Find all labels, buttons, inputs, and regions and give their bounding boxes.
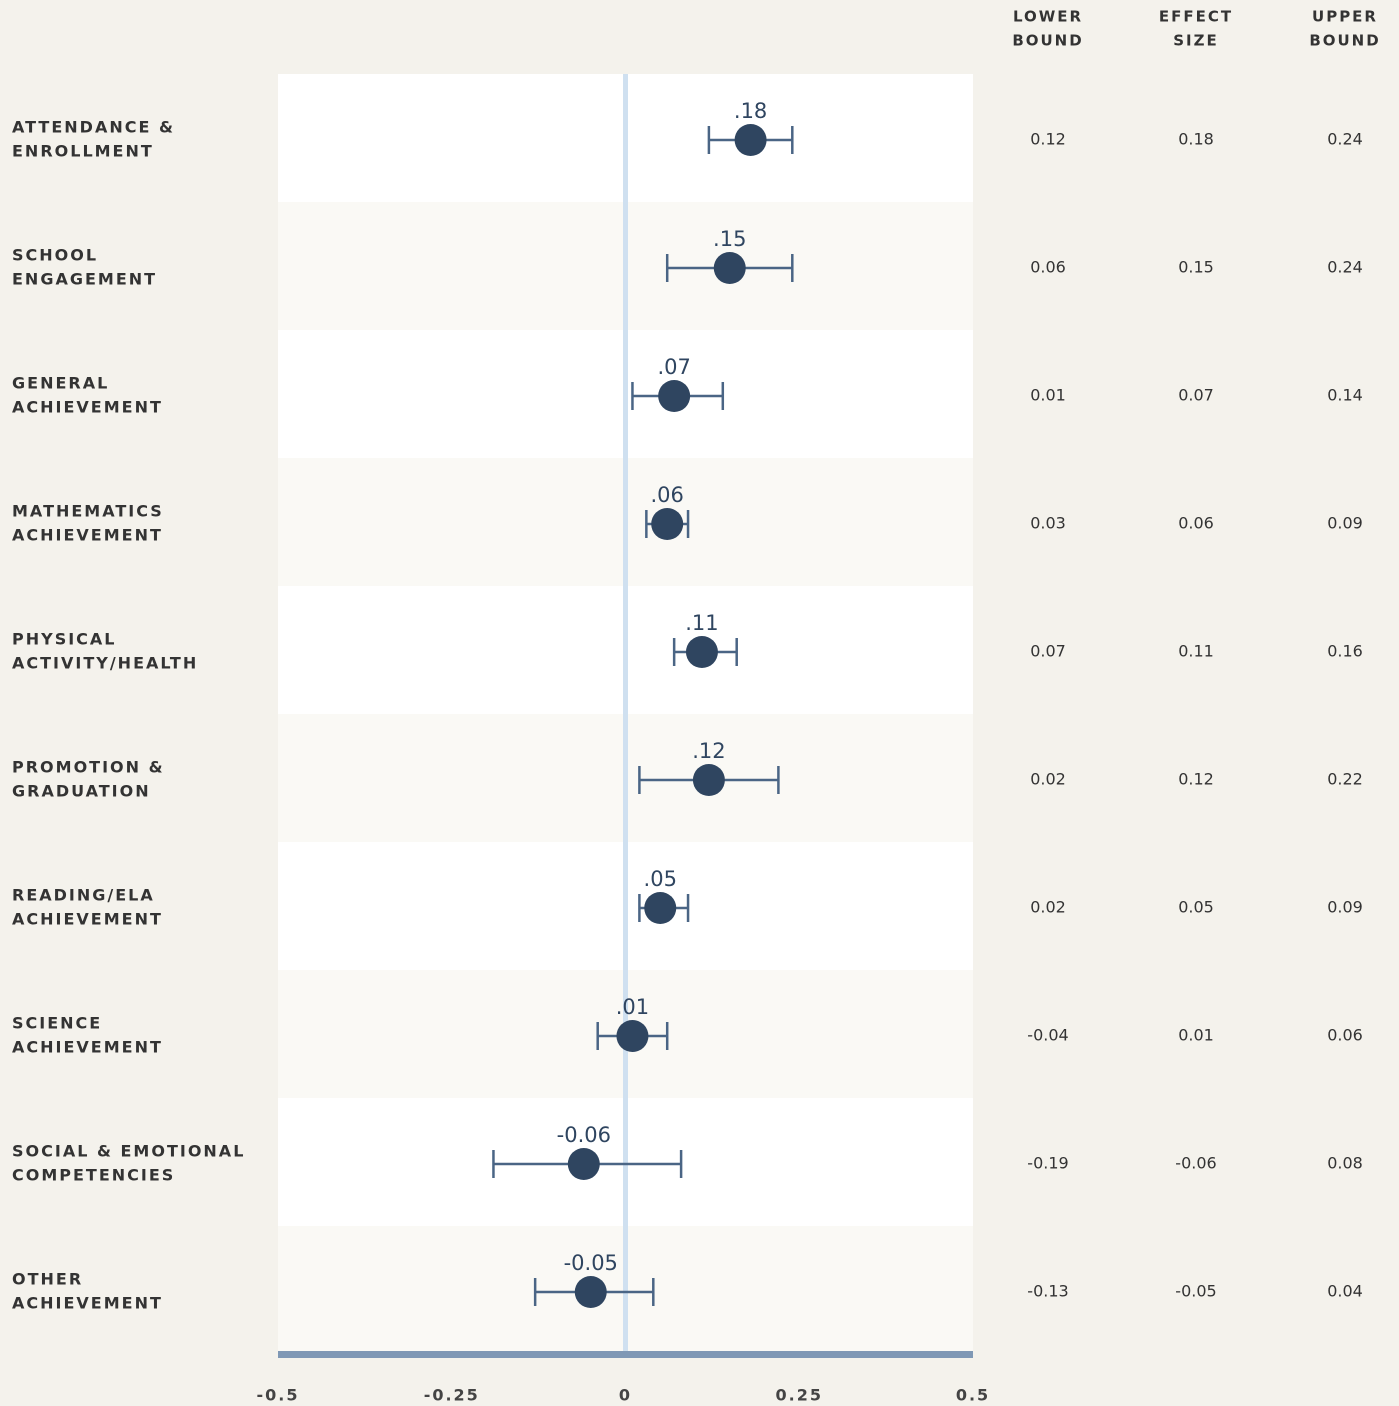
table-cell: 0.12 [1178,770,1214,789]
x-tick-label: -0.5 [257,1386,300,1405]
table-cell: -0.19 [1027,1154,1068,1173]
column-header: UPPER [1312,8,1378,26]
effect-point [713,252,746,284]
category-label: READING/ELA [12,886,155,905]
value-label: .12 [692,739,725,763]
table-cell: 0.07 [1030,642,1066,661]
effect-point [651,508,684,540]
table-cell: 0.01 [1030,386,1066,405]
category-label: SCHOOL [12,246,98,265]
value-label: -0.06 [557,1123,611,1147]
table-cell: 0.24 [1327,258,1363,277]
category-label: ATTENDANCE & [12,118,175,137]
table-cell: -0.13 [1027,1282,1068,1301]
category-label: MATHEMATICS [12,502,164,521]
x-tick-label: 0.5 [956,1386,990,1405]
category-label: PHYSICAL [12,630,117,649]
table-cell: 0.05 [1178,898,1214,917]
table-cell: 0.07 [1178,386,1214,405]
value-label: .15 [713,227,746,251]
category-label: ACHIEVEMENT [12,398,163,417]
column-header: EFFECT [1159,8,1233,26]
value-label: .06 [650,483,683,507]
category-label: ACHIEVEMENT [12,1038,163,1057]
table-cell: 0.03 [1030,514,1066,533]
category-label: ACHIEVEMENT [12,1294,163,1313]
effect-point [692,764,725,796]
table-cell: 0.06 [1178,514,1214,533]
table-cell: 0.22 [1327,770,1363,789]
category-label: ACHIEVEMENT [12,526,163,545]
value-label: .11 [685,611,718,635]
table-cell: 0.15 [1178,258,1214,277]
category-label: ACTIVITY/HEALTH [12,654,198,673]
column-header: LOWER [1013,8,1083,26]
table-cell: 0.16 [1327,642,1363,661]
column-header: BOUND [1012,32,1083,50]
axis-bar [278,1351,973,1358]
category-label: SCIENCE [12,1014,102,1033]
effect-point [734,124,767,156]
table-cell: 0.08 [1327,1154,1363,1173]
table-cell: 0.02 [1030,898,1066,917]
table-cell: 0.01 [1178,1026,1214,1045]
table-cell: 0.24 [1327,130,1363,149]
value-label: .18 [734,99,767,123]
effect-point [644,892,677,924]
category-label: ENGAGEMENT [12,270,157,289]
category-label: GENERAL [12,374,109,393]
table-cell: 0.09 [1327,898,1363,917]
value-label: .01 [616,995,649,1019]
value-label: -0.05 [564,1251,618,1275]
category-label: OTHER [12,1270,83,1289]
table-cell: -0.06 [1175,1154,1216,1173]
table-cell: 0.04 [1327,1282,1363,1301]
table-cell: 0.18 [1178,130,1214,149]
effect-point [574,1276,607,1308]
value-label: .05 [644,867,677,891]
effect-point [685,636,718,668]
category-label: ENROLLMENT [12,142,154,161]
category-label: ACHIEVEMENT [12,910,163,929]
table-cell: 0.06 [1030,258,1066,277]
column-header: BOUND [1309,32,1380,50]
table-cell: -0.04 [1027,1026,1068,1045]
x-tick-label: 0.25 [776,1386,823,1405]
column-header: SIZE [1173,32,1219,50]
category-label: SOCIAL & EMOTIONAL [12,1142,245,1161]
effect-point [658,380,691,412]
category-label: COMPETENCIES [12,1166,175,1185]
x-tick-label: 0 [619,1386,632,1405]
value-label: .07 [657,355,690,379]
category-label: PROMOTION & [12,758,165,777]
table-cell: 0.12 [1030,130,1066,149]
category-label: GRADUATION [12,782,151,801]
table-cell: 0.09 [1327,514,1363,533]
table-cell: 0.11 [1178,642,1214,661]
table-cell: 0.02 [1030,770,1066,789]
table-cell: -0.05 [1175,1282,1216,1301]
x-tick-label: -0.25 [424,1386,480,1405]
table-cell: 0.14 [1327,386,1363,405]
effect-point [567,1148,600,1180]
table-cell: 0.06 [1327,1026,1363,1045]
effect-point [616,1020,649,1052]
